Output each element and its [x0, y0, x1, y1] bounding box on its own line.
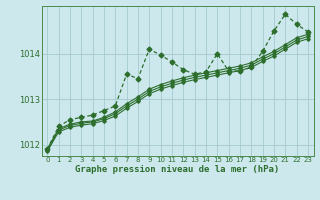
X-axis label: Graphe pression niveau de la mer (hPa): Graphe pression niveau de la mer (hPa): [76, 165, 280, 174]
